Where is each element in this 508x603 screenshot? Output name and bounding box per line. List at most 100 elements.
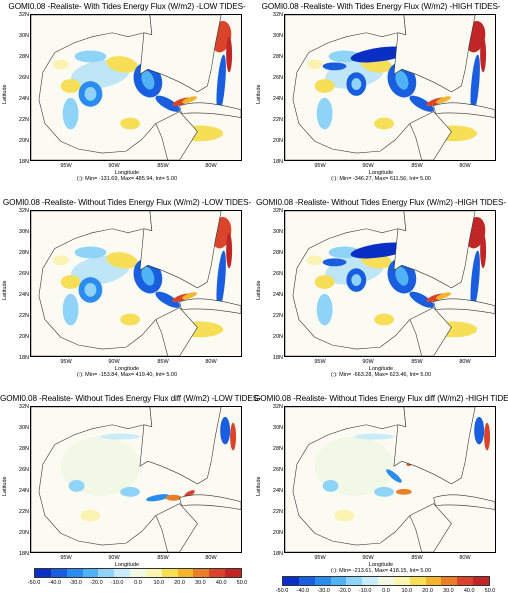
- y-tick-label: 22N: [272, 313, 283, 319]
- colorbar-swatch: [177, 569, 194, 577]
- flux-patch: [316, 293, 333, 326]
- y-axis-label: Latitude: [256, 280, 262, 300]
- y-tick-label: 18N: [272, 159, 283, 165]
- y-axis-label: Latitude: [2, 280, 8, 300]
- y-tick-label: 30N: [272, 33, 283, 39]
- x-tick-label: 90W: [108, 359, 120, 365]
- x-tick-label: 80W: [459, 359, 471, 365]
- y-tick-label: 24N: [18, 292, 29, 298]
- panel-title: GOMI0.08 -Realiste- Without Tides Energy…: [256, 198, 506, 207]
- y-tick-label: 26N: [18, 271, 29, 277]
- y-tick-label: 28N: [18, 446, 29, 452]
- flux-patch: [106, 56, 138, 73]
- panel-stats: (:): Min= -131.69, Max= 485.94, Int= 5.0…: [76, 176, 178, 182]
- land-north: [139, 15, 222, 93]
- x-tick-label: 85W: [411, 359, 423, 365]
- y-axis-label: Latitude: [2, 476, 8, 496]
- colorbar-tick-label: -50.0: [27, 580, 41, 586]
- y-tick-label: 32N: [18, 208, 29, 214]
- colorbar-swatch: [225, 569, 241, 577]
- flux-patch: [84, 87, 97, 101]
- y-tick-label: 32N: [272, 12, 283, 18]
- flux-patch: [226, 36, 233, 73]
- colorbar-swatch: [314, 577, 331, 585]
- y-tick-label: 20N: [272, 138, 283, 144]
- colorbar-tick-label: -40.0: [296, 588, 310, 594]
- panel-title: GOMI0.08 -Realiste- Without Tides Energy…: [0, 394, 261, 403]
- flux-patch: [350, 46, 410, 63]
- y-tick-label: 18N: [272, 355, 283, 361]
- x-tick-label: 95W: [314, 359, 326, 365]
- x-axis-label: Longitude: [368, 170, 394, 176]
- colorbar-tick-label: -50.0: [275, 588, 289, 594]
- flux-patch: [354, 433, 394, 440]
- flux-patch: [74, 50, 107, 63]
- map-panel: GOMI0.08 -Realiste- Without Tides Energy…: [254, 196, 508, 394]
- flux-patch: [181, 292, 197, 300]
- flux-patch: [374, 486, 394, 497]
- y-tick-label: 18N: [18, 551, 29, 557]
- land-north: [393, 211, 476, 289]
- map-plot: [30, 14, 242, 161]
- colorbar-swatch: [330, 577, 347, 585]
- land-north: [393, 407, 476, 485]
- y-tick-label: 26N: [18, 467, 29, 473]
- cuba: [433, 298, 495, 314]
- y-axis-label: Latitude: [256, 476, 262, 496]
- colorbar-swatch: [114, 569, 131, 577]
- colorbar-swatch: [298, 577, 315, 585]
- flux-patch: [146, 494, 170, 502]
- flux-patch: [306, 255, 323, 266]
- panel-title: GOMI0.08 -Realiste- Without Tides Energy…: [2, 198, 252, 207]
- y-tick-label: 32N: [18, 404, 29, 410]
- y-tick-label: 32N: [18, 12, 29, 18]
- land-north: [139, 211, 222, 289]
- y-tick-label: 24N: [272, 488, 283, 494]
- flux-patch: [395, 488, 412, 495]
- x-tick-label: 80W: [459, 555, 471, 561]
- flux-patch: [216, 54, 226, 114]
- y-tick-label: 32N: [272, 404, 283, 410]
- land-north: [139, 407, 222, 485]
- flux-patch: [120, 486, 140, 497]
- x-axis-label: Longitude: [114, 562, 140, 568]
- x-tick-label: 80W: [459, 163, 471, 169]
- flux-patch: [155, 291, 180, 308]
- colorbar-tick-label: 10.0: [401, 588, 413, 594]
- colorbar-swatch: [130, 569, 146, 577]
- y-tick-label: 20N: [18, 138, 29, 144]
- y-tick-label: 24N: [18, 96, 29, 102]
- x-axis-label: Longitude: [114, 170, 140, 176]
- yucatan: [155, 307, 198, 356]
- x-tick-label: 85W: [157, 163, 169, 169]
- panel-title: GOMI0.08 -Realiste- Without Tides Energy…: [254, 394, 508, 403]
- colorbar-tick-label: -10.0: [110, 580, 124, 586]
- flux-patch: [62, 293, 79, 326]
- flux-patch: [80, 509, 101, 522]
- panel-stats: (:): Min= -663.28, Max= 623.46, Int= 5.0…: [330, 372, 432, 378]
- y-tick-label: 26N: [272, 271, 283, 277]
- colorbar-swatch: [441, 577, 458, 585]
- flux-patch: [106, 252, 138, 269]
- y-tick-label: 22N: [272, 509, 283, 515]
- y-tick-label: 28N: [272, 446, 283, 452]
- y-tick-label: 24N: [18, 488, 29, 494]
- colorbar-tick-label: 30.0: [443, 588, 454, 594]
- colorbar-swatch: [346, 577, 363, 585]
- y-tick-label: 30N: [18, 33, 29, 39]
- flux-patch: [306, 59, 323, 70]
- map-panel: GOMI0.08 -Realiste- Without Tides Energy…: [254, 392, 508, 590]
- panel-title: GOMI0.08 -Realiste- With Tides Energy Fl…: [8, 2, 246, 11]
- flux-patch: [60, 79, 81, 93]
- y-axis-label: Latitude: [2, 84, 8, 104]
- x-tick-label: 95W: [60, 163, 72, 169]
- cuba: [179, 494, 241, 510]
- x-tick-label: 90W: [108, 555, 120, 561]
- map-panel: GOMI0.08 -Realiste- With Tides Energy Fl…: [0, 0, 254, 198]
- cuba: [433, 102, 495, 118]
- colorbar-swatch: [473, 577, 489, 585]
- y-tick-label: 28N: [18, 54, 29, 60]
- flux-patch: [470, 250, 480, 310]
- map-plot: [30, 210, 242, 357]
- x-tick-label: 90W: [362, 359, 374, 365]
